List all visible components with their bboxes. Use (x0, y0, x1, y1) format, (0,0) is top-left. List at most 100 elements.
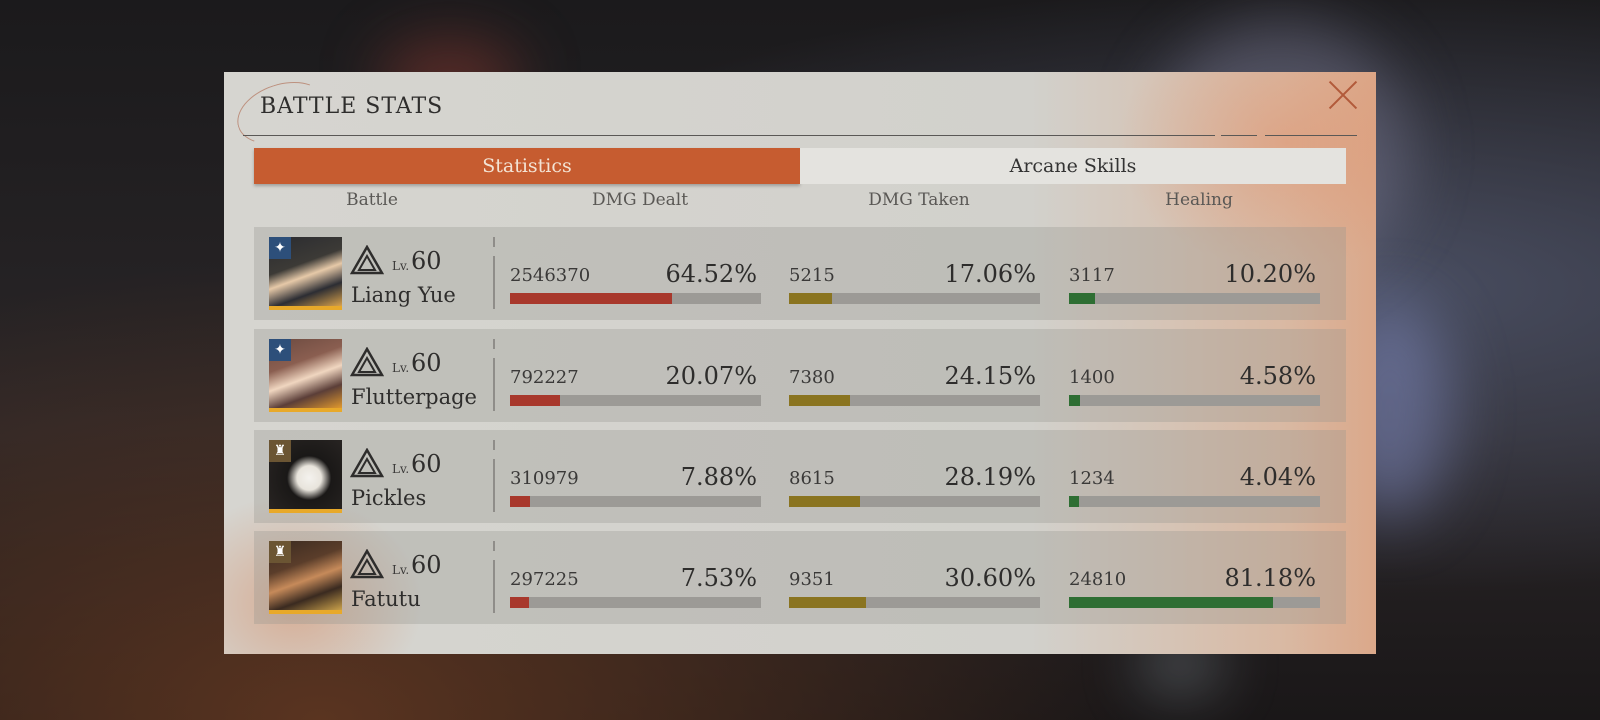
stat-value: 297225 (510, 569, 579, 590)
character-portrait: ✦ (269, 237, 342, 310)
stat-bar-fill (1069, 395, 1081, 406)
stat-healing: 1234 4.04% (1069, 463, 1320, 511)
stat-bar-fill (510, 293, 672, 304)
stat-bar-track (789, 395, 1040, 406)
stat-value: 2546370 (510, 265, 591, 286)
stat-value: 24810 (1069, 569, 1127, 590)
stat-bar-track (510, 496, 761, 507)
stat-bar-track (510, 293, 761, 304)
beast-badge-icon: ♜ (269, 541, 291, 563)
stat-healing: 1400 4.58% (1069, 362, 1320, 410)
stat-percentage: 24.15% (944, 362, 1036, 390)
stat-bar-track (510, 597, 761, 608)
stat-bar-track (1069, 597, 1320, 608)
row-divider (493, 440, 495, 450)
stat-bar-track (789, 293, 1040, 304)
level-prefix: Lv. (392, 462, 410, 476)
row-divider (493, 256, 495, 309)
stat-value: 792227 (510, 367, 579, 388)
stat-bar-fill (1069, 597, 1273, 608)
character-name: Pickles (351, 486, 427, 510)
stat-bar-fill (510, 395, 561, 406)
stat-bar-fill (789, 395, 850, 406)
triangle-class-icon (350, 448, 384, 478)
stat-dmg-taken: 9351 30.60% (789, 564, 1040, 612)
stat-percentage: 17.06% (944, 260, 1036, 288)
stat-bar-track (1069, 395, 1320, 406)
stat-value: 5215 (789, 265, 835, 286)
stat-dmg-dealt: 792227 20.07% (510, 362, 761, 410)
panel-title: BATTLE STATS (260, 94, 444, 119)
character-row[interactable]: ✦ Lv. 60 Flutterpage 792227 20.07% 7380 … (254, 329, 1346, 422)
stat-value: 3117 (1069, 265, 1115, 286)
row-divider (493, 358, 495, 411)
beast-badge-icon: ♜ (269, 440, 291, 462)
column-header-battle: Battle (346, 190, 398, 210)
character-name: Flutterpage (351, 385, 477, 409)
stat-percentage: 7.88% (680, 463, 757, 491)
stat-bar-track (510, 395, 761, 406)
stat-healing: 3117 10.20% (1069, 260, 1320, 308)
stat-dmg-dealt: 2546370 64.52% (510, 260, 761, 308)
triangle-class-icon (350, 245, 384, 275)
stat-dmg-taken: 7380 24.15% (789, 362, 1040, 410)
stat-value: 1400 (1069, 367, 1115, 388)
row-divider (493, 339, 495, 349)
stat-bar-track (1069, 496, 1320, 507)
character-portrait: ✦ (269, 339, 342, 412)
level-prefix: Lv. (392, 361, 410, 375)
column-header-dmg-dealt: DMG Dealt (591, 190, 689, 210)
stat-percentage: 28.19% (944, 463, 1036, 491)
stat-bar-fill (789, 293, 832, 304)
tab-statistics[interactable]: Statistics (254, 148, 800, 184)
stat-bar-fill (789, 597, 866, 608)
character-name: Fatutu (351, 587, 421, 611)
stat-percentage: 64.52% (665, 260, 757, 288)
stat-bar-track (789, 496, 1040, 507)
row-divider (493, 459, 495, 512)
row-divider (493, 541, 495, 551)
star-badge-icon: ✦ (269, 237, 291, 259)
stat-percentage: 30.60% (944, 564, 1036, 592)
character-row[interactable]: ♜ Lv. 60 Pickles 310979 7.88% 8615 28.19… (254, 430, 1346, 523)
level-value: 60 (411, 349, 442, 377)
stat-percentage: 81.18% (1224, 564, 1316, 592)
triangle-class-icon (350, 549, 384, 579)
column-headers: Battle DMG Dealt DMG Taken Healing (254, 190, 1346, 218)
stat-value: 7380 (789, 367, 835, 388)
column-header-healing: Healing (1165, 190, 1233, 210)
title-divider (1221, 135, 1257, 136)
level-prefix: Lv. (392, 563, 410, 577)
character-row[interactable]: ♜ Lv. 60 Fatutu 297225 7.53% 9351 30.60% (254, 531, 1346, 624)
stat-percentage: 10.20% (1224, 260, 1316, 288)
stat-value: 9351 (789, 569, 835, 590)
level-value: 60 (411, 450, 442, 478)
row-divider (493, 560, 495, 613)
stat-bar-fill (1069, 496, 1080, 507)
stat-bar-track (789, 597, 1040, 608)
stat-value: 1234 (1069, 468, 1115, 489)
stat-bar-fill (789, 496, 860, 507)
stat-bar-fill (510, 496, 530, 507)
star-badge-icon: ✦ (269, 339, 291, 361)
triangle-class-icon (350, 347, 384, 377)
level-value: 60 (411, 247, 442, 275)
stat-dmg-taken: 5215 17.06% (789, 260, 1040, 308)
battle-stats-panel: BATTLE STATS Statistics Arcane Skills Ba… (224, 72, 1376, 654)
row-divider (493, 237, 495, 247)
level-prefix: Lv. (392, 259, 410, 273)
stat-bar-track (1069, 293, 1320, 304)
character-row[interactable]: ✦ Lv. 60 Liang Yue 2546370 64.52% 5215 1… (254, 227, 1346, 320)
stat-dmg-dealt: 310979 7.88% (510, 463, 761, 511)
character-portrait: ♜ (269, 541, 342, 614)
character-portrait: ♜ (269, 440, 342, 513)
stat-value: 310979 (510, 468, 579, 489)
stat-percentage: 20.07% (665, 362, 757, 390)
tab-bar: Statistics Arcane Skills (254, 148, 1346, 184)
stat-percentage: 4.58% (1239, 362, 1316, 390)
stat-percentage: 7.53% (680, 564, 757, 592)
tab-arcane-skills[interactable]: Arcane Skills (800, 148, 1346, 184)
stat-bar-fill (510, 597, 529, 608)
level-value: 60 (411, 551, 442, 579)
close-icon[interactable] (1326, 78, 1360, 112)
